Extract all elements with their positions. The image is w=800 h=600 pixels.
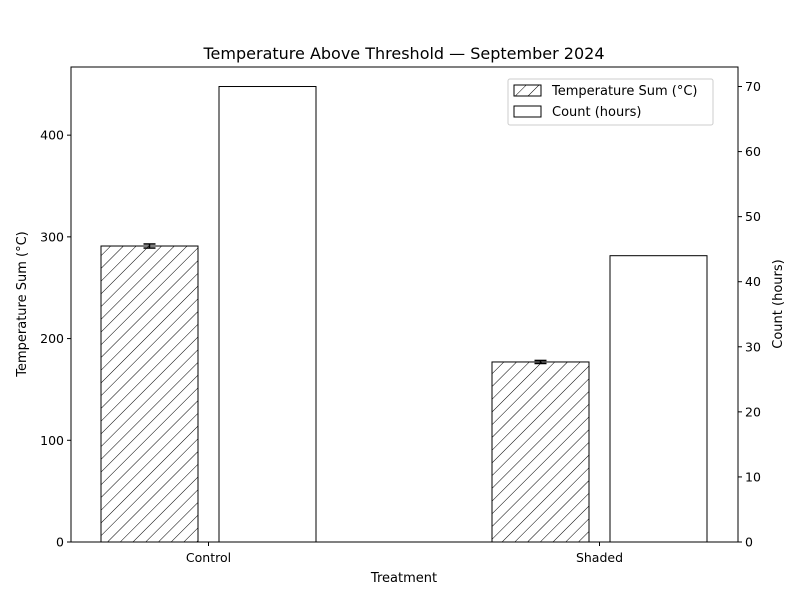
x-tick-label: Shaded — [576, 550, 623, 565]
left-axis-ticks: 0 100 200 300 400 — [40, 128, 71, 550]
legend-swatch-count-hours — [513, 105, 542, 118]
left-tick-label: 300 — [40, 229, 64, 244]
bar-temperature-sum-shaded — [491, 361, 590, 543]
bars-layer — [100, 86, 708, 543]
errorbars-layer — [143, 243, 547, 365]
right-axis-ticks: 0 10 20 30 40 50 60 70 — [738, 79, 761, 550]
left-tick-label: 400 — [40, 128, 64, 143]
legend-swatch-temperature-sum — [513, 84, 542, 97]
right-tick-label: 50 — [745, 209, 761, 224]
x-tick-label: Control — [186, 550, 231, 565]
left-axis-label: Temperature Sum (°C) — [15, 231, 30, 378]
right-tick-label: 0 — [745, 535, 753, 550]
right-tick-label: 20 — [745, 404, 761, 419]
right-tick-label: 70 — [745, 79, 761, 94]
bar-temperature-sum-control — [100, 245, 199, 543]
legend-label-count-hours: Count (hours) — [552, 105, 641, 120]
bar-count-hours-shaded — [609, 255, 708, 543]
right-axis-label: Count (hours) — [771, 259, 786, 348]
left-tick-label: 100 — [40, 433, 64, 448]
right-tick-label: 30 — [745, 339, 761, 354]
legend-box — [507, 78, 714, 126]
legend-label-temperature-sum: Temperature Sum (°C) — [551, 84, 698, 99]
x-axis-ticks: Control Shaded — [186, 542, 623, 565]
right-tick-label: 60 — [745, 144, 761, 159]
plot-frame — [70, 66, 739, 543]
legend: Temperature Sum (°C) Count (hours) — [507, 78, 714, 126]
left-tick-label: 0 — [56, 535, 64, 550]
left-tick-label: 200 — [40, 331, 64, 346]
right-tick-label: 40 — [745, 274, 761, 289]
bar-count-hours-control — [218, 86, 317, 543]
right-tick-label: 10 — [745, 469, 761, 484]
chart-title: Temperature Above Threshold — September … — [203, 44, 605, 63]
x-axis-label: Treatment — [370, 571, 437, 586]
